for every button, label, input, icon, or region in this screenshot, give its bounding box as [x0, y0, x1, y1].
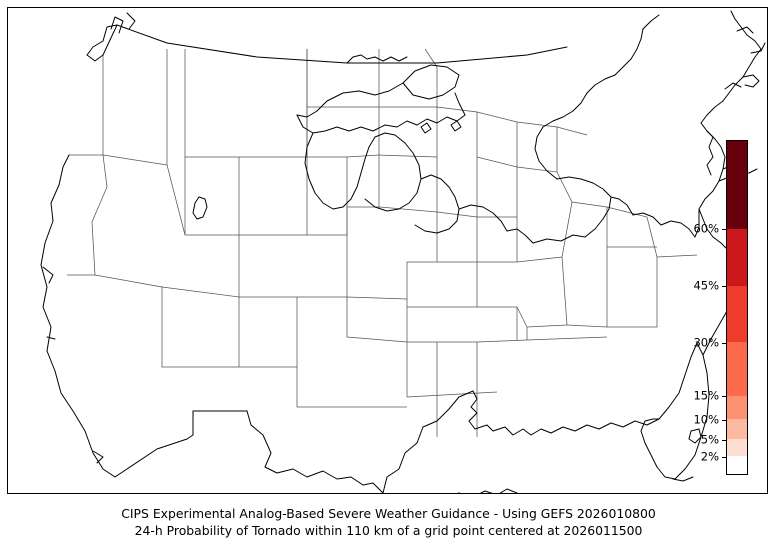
colorbar-band — [727, 285, 747, 343]
conus-map — [40, 10, 766, 493]
colorbar-band — [727, 342, 747, 396]
probability-colorbar: 2% 5% 10% 15% 30% 45% 60% — [693, 140, 748, 475]
title-line-1: CIPS Experimental Analog-Based Severe We… — [121, 506, 656, 521]
colorbar-bands — [726, 140, 748, 475]
figure-title-block: CIPS Experimental Analog-Based Severe We… — [0, 505, 777, 539]
national-and-coastline — [40, 10, 766, 493]
colorbar-band — [727, 141, 747, 230]
colorbar-band — [727, 455, 747, 474]
map-panel — [7, 7, 768, 494]
colorbar-band — [727, 439, 747, 456]
state-borders — [67, 48, 698, 437]
colorbar-band — [727, 395, 747, 420]
title-line-2: 24-h Probability of Tornado within 110 k… — [134, 523, 643, 538]
colorbar-band — [727, 419, 747, 440]
colorbar-band — [727, 229, 747, 286]
